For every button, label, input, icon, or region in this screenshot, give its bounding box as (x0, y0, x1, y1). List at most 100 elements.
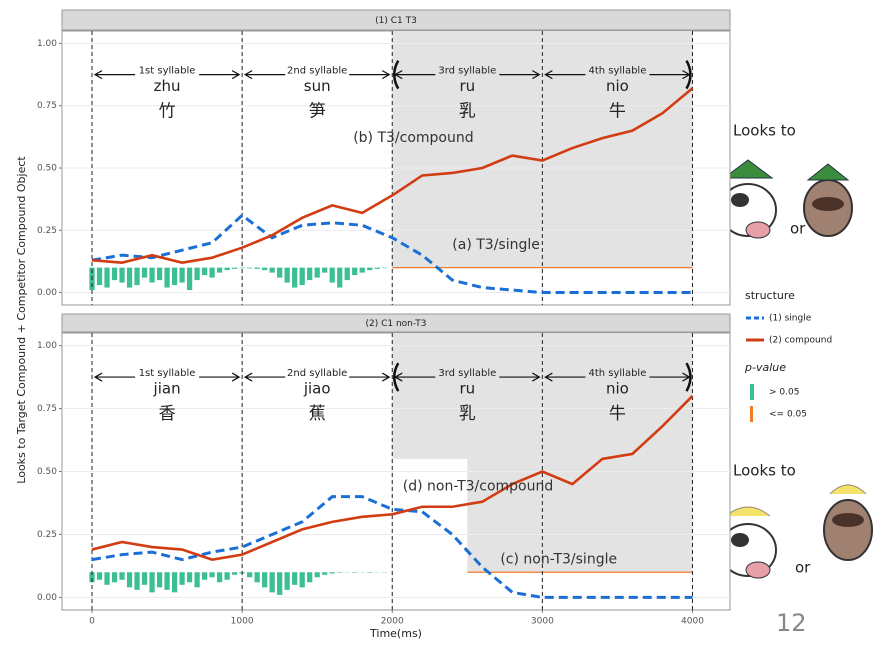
pvalue-bar (134, 572, 139, 590)
syllable-pinyin: zhu (154, 77, 181, 95)
y-tick-label: 1.00 (37, 39, 57, 49)
pvalue-bar (330, 268, 335, 283)
pvalue-bar (119, 268, 124, 283)
slide: Looks to Target Compound + Competitor Co… (0, 0, 885, 643)
pvalue-bar (134, 268, 139, 285)
pvalue-bar (112, 572, 117, 582)
pvalue-bar (367, 268, 372, 270)
facet-title: (1) C1 T3 (375, 16, 417, 26)
syllable-ordinal: 4th syllable (588, 66, 646, 77)
raccoon-illustration (804, 164, 852, 236)
pvalue-bar (187, 572, 192, 582)
pvalue-bar (149, 268, 154, 283)
side-note: Looks to (733, 462, 796, 480)
pvalue-bar (157, 268, 162, 280)
pvalue-bar (255, 572, 260, 582)
pvalue-bar (97, 572, 102, 580)
pvalue-bar (217, 572, 222, 582)
pvalue-bar (224, 268, 229, 270)
side-note: Looks to (733, 122, 796, 140)
annotation: (c) non-T3/single (500, 552, 617, 568)
x-tick-label: 3000 (531, 617, 554, 627)
y-tick-label: 0.25 (37, 226, 57, 236)
pvalue-bar (104, 572, 109, 585)
pvalue-bar (179, 268, 184, 283)
syllable-pinyin: nio (606, 380, 629, 398)
pvalue-bar (209, 572, 214, 577)
or-label: or (790, 220, 806, 238)
syllable-hanzi: 牛 (609, 102, 626, 122)
x-axis-label: Time(ms) (369, 627, 422, 640)
syllable-hanzi: 蕉 (309, 404, 326, 424)
pvalue-bar (315, 268, 320, 278)
pvalue-bar (337, 572, 342, 573)
y-tick-label: 0.00 (37, 288, 57, 298)
pvalue-bar (232, 268, 237, 269)
page-number: 12 (776, 609, 807, 637)
y-axis-label: Looks to Target Compound + Competitor Co… (15, 156, 28, 484)
pvalue-bar (360, 268, 365, 273)
x-tick-label: 4000 (681, 617, 704, 627)
pvalue-bar (172, 572, 177, 592)
pvalue-bar (352, 572, 357, 573)
legend-title: structure (745, 289, 795, 302)
syllable-hanzi: 牛 (609, 404, 626, 424)
pvalue-bar (149, 572, 154, 592)
y-tick-label: 0.50 (37, 164, 57, 174)
pvalue-bar (262, 572, 267, 587)
pvalue-bar (270, 572, 275, 592)
pvalue-legend-title: p-value (744, 361, 786, 374)
syllable-pinyin: nio (606, 77, 629, 95)
pvalue-bar (97, 268, 102, 285)
pvalue-bar (202, 572, 207, 580)
legend-swatch (750, 384, 754, 400)
annotation: (d) non-T3/compound (403, 479, 554, 495)
pvalue-bar (307, 268, 312, 280)
pvalue-bar (277, 572, 282, 595)
syllable-hanzi: 乳 (459, 404, 476, 424)
pvalue-bar (330, 572, 335, 573)
pvalue-bar (202, 268, 207, 275)
pvalue-bar (142, 572, 147, 585)
y-tick-label: 0.75 (37, 101, 57, 111)
syllable-pinyin: sun (304, 77, 331, 95)
or-label: or (795, 559, 811, 577)
y-tick-label: 0.25 (37, 530, 57, 540)
pvalue-bar (119, 572, 124, 580)
syllable-ordinal: 1st syllable (139, 66, 196, 77)
y-tick-label: 0.00 (37, 593, 57, 603)
annotation: (b) T3/compound (353, 130, 473, 146)
syllable-ordinal: 3rd syllable (438, 368, 496, 379)
pvalue-bar (187, 268, 192, 290)
pvalue-bar (164, 572, 169, 590)
pvalue-bar (127, 268, 132, 288)
pvalue-bar (209, 268, 214, 278)
legend-label: (1) single (769, 314, 812, 324)
syllable-ordinal: 2nd syllable (287, 66, 347, 77)
pvalue-bar (255, 268, 260, 269)
pvalue-bar (375, 268, 380, 269)
pvalue-bar (315, 572, 320, 577)
pvalue-bar (172, 268, 177, 285)
pvalue-bar (164, 268, 169, 288)
pvalue-bar (285, 572, 290, 590)
x-tick-label: 2000 (381, 617, 404, 627)
pvalue-bar (194, 572, 199, 587)
pvalue-bar (194, 268, 199, 280)
y-tick-label: 0.50 (37, 467, 57, 477)
syllable-ordinal: 2nd syllable (287, 368, 347, 379)
pvalue-bar (127, 572, 132, 587)
syllable-hanzi: 乳 (459, 102, 476, 122)
syllable-ordinal: 3rd syllable (438, 66, 496, 77)
pvalue-bar (112, 268, 117, 280)
facet-title: (2) C1 non-T3 (365, 319, 426, 329)
x-tick-label: 0 (89, 617, 95, 627)
pvalue-bar (300, 268, 305, 285)
syllable-pinyin: jian (153, 380, 181, 398)
pvalue-bar (217, 268, 222, 273)
pvalue-bar (345, 268, 350, 280)
pvalue-bar (322, 268, 327, 273)
pvalue-bar (292, 268, 297, 288)
pvalue-bar (179, 572, 184, 585)
pvalue-bar (262, 268, 267, 270)
